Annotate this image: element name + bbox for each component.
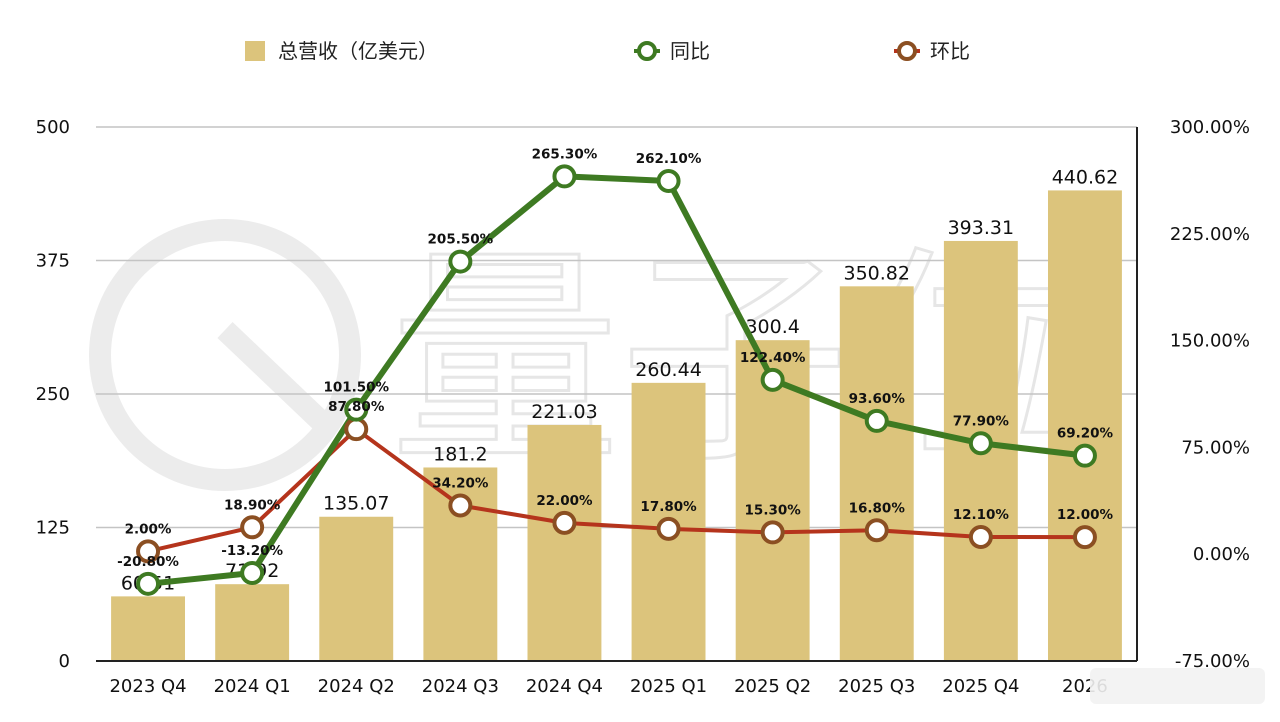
legend-swatch-revenue	[245, 41, 265, 61]
right-tick-label: 75.00%	[1181, 437, 1250, 458]
bar-value-label: 221.03	[531, 401, 597, 423]
yoy-value-label: 205.50%	[428, 232, 494, 248]
bar-value-label: 300.4	[745, 316, 799, 338]
bar	[319, 516, 394, 661]
yoy-line	[147, 173, 1086, 587]
qoq-value-label: 17.80%	[640, 499, 697, 515]
qoq-point	[968, 524, 993, 549]
right-tick-label: 300.00%	[1170, 117, 1250, 138]
qoq-point	[760, 520, 785, 545]
bar	[735, 340, 810, 661]
series-points	[136, 164, 1097, 596]
bar-value-label: 181.2	[433, 443, 487, 465]
right-tick-label: -75.00%	[1175, 651, 1250, 672]
yoy-point	[448, 249, 473, 274]
qoq-point	[864, 518, 889, 543]
watermark-logo-icon	[89, 219, 361, 491]
yoy-point	[864, 408, 889, 433]
left-tick-label: 125	[36, 518, 70, 539]
qoq-value-label: 87.80%	[328, 399, 385, 415]
yoy-value-label: -20.80%	[117, 554, 179, 570]
x-tick-label: 2025 Q2	[734, 676, 811, 697]
bar-value-label: 260.44	[635, 359, 701, 381]
bar-value-label: 393.31	[948, 217, 1014, 239]
yoy-point	[656, 168, 681, 193]
legend-label-yoy: 同比	[670, 39, 710, 63]
qoq-point	[344, 417, 369, 442]
yoy-value-label: 77.90%	[953, 413, 1010, 429]
x-tick-label: 2023 Q4	[109, 676, 186, 697]
yoy-value-label: 262.10%	[636, 151, 702, 167]
yoy-value-label: 101.50%	[323, 380, 389, 396]
qoq-point	[448, 493, 473, 518]
x-tick-label: 2024 Q3	[422, 676, 499, 697]
yoy-value-label: 122.40%	[740, 350, 806, 366]
left-tick-label: 250	[36, 384, 70, 405]
qoq-value-label: 16.80%	[849, 500, 906, 516]
yoy-point	[240, 560, 265, 585]
left-tick-label: 375	[36, 251, 70, 272]
qoq-line	[147, 427, 1085, 554]
qoq-value-label: 18.90%	[224, 497, 281, 513]
bar	[215, 584, 290, 661]
yoy-value-label: 69.20%	[1057, 426, 1114, 442]
right-tick-label: 0.00%	[1193, 544, 1250, 565]
right-tick-labels: -75.00% 0.00% 75.00% 150.00% 225.00% 300.00%	[1170, 117, 1250, 672]
bar	[111, 596, 186, 661]
qoq-point	[1072, 525, 1097, 550]
qoq-value-label: 12.00%	[1057, 507, 1114, 523]
yoy-point	[968, 431, 993, 456]
yoy-point	[552, 164, 577, 189]
legend-marker-qoq	[897, 41, 917, 61]
legend: 总营收（亿美元） 同比 环比	[245, 39, 970, 63]
qoq-point	[240, 515, 265, 540]
bars	[111, 190, 1122, 661]
x-tick-label: 2024 Q1	[214, 676, 291, 697]
x-tick-label: 2025 Q4	[942, 676, 1019, 697]
legend-label-revenue: 总营收（亿美元）	[278, 39, 438, 63]
x-tick-label: 2025 Q3	[838, 676, 915, 697]
bar-value-label: 135.07	[323, 493, 389, 515]
qoq-value-label: 15.30%	[745, 502, 802, 518]
yoy-point	[344, 397, 369, 422]
left-tick-labels: 0 125 250 375 500	[36, 117, 70, 672]
point-value-labels: 2.00% 18.90% 87.80% 34.20% 22.00% 17.80% 15.30…	[117, 146, 1113, 569]
yoy-value-label: 265.30%	[532, 146, 598, 162]
yoy-value-label: -13.20%	[221, 543, 283, 559]
bar	[839, 286, 914, 661]
left-tick-label: 0	[59, 651, 70, 672]
qoq-value-label: 34.20%	[432, 475, 489, 491]
right-tick-label: 225.00%	[1170, 224, 1250, 245]
qoq-point	[136, 539, 161, 564]
qoq-value-label: 22.00%	[536, 493, 593, 509]
left-tick-label: 500	[36, 117, 70, 138]
legend-label-qoq: 环比	[930, 39, 970, 63]
qoq-point	[656, 516, 681, 541]
bar-value-label: 350.82	[844, 262, 910, 284]
legend-marker-yoy	[637, 41, 657, 61]
bar	[527, 424, 602, 661]
yoy-point	[760, 367, 785, 392]
axes	[96, 127, 1138, 662]
x-tick-label: 2024 Q2	[318, 676, 395, 697]
x-tick-labels: 2023 Q4 2024 Q1 2024 Q2 2024 Q3 2024 Q4 2025 …	[109, 676, 1107, 697]
series-lines	[147, 173, 1086, 587]
bar-value-label: 440.62	[1052, 166, 1118, 188]
yoy-value-label: 93.60%	[849, 391, 906, 407]
right-tick-label: 150.00%	[1170, 331, 1250, 352]
qoq-point	[552, 510, 577, 535]
yoy-point	[1072, 443, 1097, 468]
yoy-point	[136, 571, 161, 596]
qoq-value-label: 2.00%	[125, 521, 172, 537]
qoq-value-label: 12.10%	[953, 507, 1010, 523]
bar	[1047, 190, 1122, 661]
overlay-blur	[1090, 668, 1265, 704]
x-tick-label: 2025 Q1	[630, 676, 707, 697]
x-tick-label: 2024 Q4	[526, 676, 603, 697]
